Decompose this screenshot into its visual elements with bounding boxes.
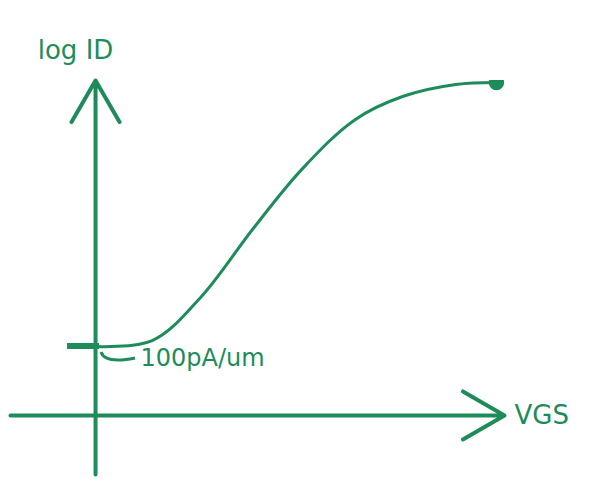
svg-text:VGS: VGS — [515, 400, 569, 430]
svg-text:100pA/um: 100pA/um — [141, 344, 265, 372]
svg-text:log ID: log ID — [38, 35, 114, 65]
